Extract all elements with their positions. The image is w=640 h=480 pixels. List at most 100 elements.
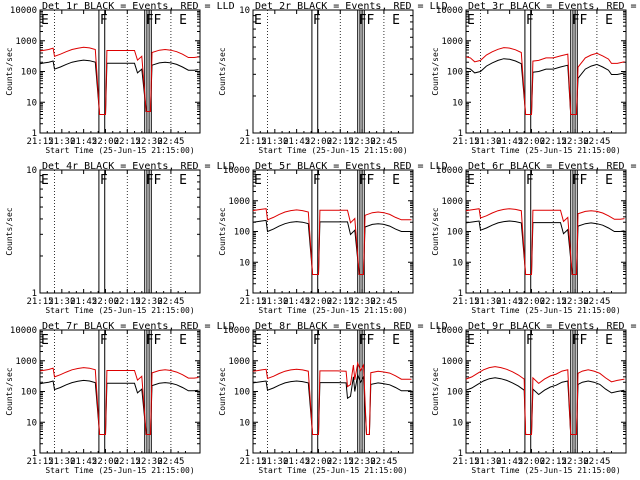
event-marker-e: E <box>179 333 187 348</box>
series-lld-line <box>465 208 625 275</box>
x-tick-label: 21:15 <box>452 137 479 147</box>
x-tick-label: 22:45 <box>157 137 184 147</box>
x-axis-label: Start Time (25-Jun-15 21:15:00) <box>45 146 194 155</box>
y-axis-label: Counts/sec <box>5 367 14 415</box>
x-tick-label: 21:30 <box>48 297 75 307</box>
x-tick-label: 22:30 <box>562 137 589 147</box>
y-tick-label: 1 <box>245 129 250 139</box>
y-axis-label: Counts/sec <box>218 367 227 415</box>
event-marker-e: E <box>254 13 262 28</box>
panel-title: Det 2r BLACK = Events, RED = LLD <box>255 1 448 12</box>
series-events-line <box>39 379 199 435</box>
x-tick-label: 22:45 <box>370 457 397 467</box>
y-tick-label: 100 <box>234 388 250 398</box>
event-marker-ff: FF <box>146 333 162 348</box>
panel-title: Det 9r BLACK = Events, RED = LLD <box>468 321 640 332</box>
x-tick-label: 21:30 <box>474 137 501 147</box>
x-tick-label: 22:00 <box>305 457 332 467</box>
event-marker-e: E <box>605 173 613 188</box>
x-tick-label: 22:15 <box>114 137 141 147</box>
series-events-line <box>39 59 199 115</box>
x-tick-label: 22:45 <box>157 297 184 307</box>
series-events-line <box>252 219 412 275</box>
series-lld-line <box>465 366 625 435</box>
x-tick-label: 21:30 <box>261 297 288 307</box>
y-tick-label: 10 <box>26 98 37 108</box>
y-tick-label: 10 <box>452 98 463 108</box>
y-tick-label: 100 <box>447 388 463 398</box>
x-tick-label: 21:15 <box>26 457 53 467</box>
y-tick-label: 1 <box>245 289 250 299</box>
y-tick-label: 100 <box>234 228 250 238</box>
event-marker-ff: FF <box>359 13 375 28</box>
y-axis-label: Counts/sec <box>218 207 227 255</box>
x-tick-label: 21:45 <box>70 137 97 147</box>
x-tick-label: 22:00 <box>92 137 119 147</box>
y-tick-label: 10000 <box>10 326 37 336</box>
series-events-line <box>465 58 625 115</box>
panel-title: Det 3r BLACK = Events, RED = LLD <box>468 1 640 12</box>
x-tick-label: 22:30 <box>136 137 163 147</box>
plot-frame <box>465 329 627 454</box>
series-lld-line <box>252 208 412 275</box>
x-axis-label: Start Time (25-Jun-15 21:15:00) <box>471 466 620 475</box>
panel-title: Det 7r BLACK = Events, RED = LLD <box>42 321 235 332</box>
event-marker-e: E <box>179 173 187 188</box>
y-tick-label: 1000 <box>441 197 463 207</box>
event-marker-f: F <box>526 173 534 188</box>
x-tick-label: 21:45 <box>496 457 523 467</box>
series-lld-line <box>39 367 199 435</box>
event-marker-e: E <box>41 173 49 188</box>
plot-frame <box>252 9 414 134</box>
y-axis-label: Counts/sec <box>431 47 440 95</box>
x-tick-label: 22:00 <box>305 297 332 307</box>
x-tick-label: 22:30 <box>349 297 376 307</box>
event-marker-f: F <box>100 173 108 188</box>
x-axis-label: Start Time (25-Jun-15 21:15:00) <box>258 146 407 155</box>
y-tick-label: 1 <box>32 289 37 299</box>
y-tick-label: 1 <box>458 129 463 139</box>
x-tick-label: 22:00 <box>518 137 545 147</box>
y-tick-label: 10000 <box>436 166 463 176</box>
event-marker-f: F <box>313 333 321 348</box>
x-tick-label: 21:15 <box>452 297 479 307</box>
x-tick-label: 22:00 <box>518 297 545 307</box>
panel-det-2r: Det 2r BLACK = Events, RED = LLD21:1521:… <box>218 1 448 155</box>
y-tick-label: 1000 <box>228 197 250 207</box>
x-tick-label: 21:45 <box>283 137 310 147</box>
x-axis-label: Start Time (25-Jun-15 21:15:00) <box>258 306 407 315</box>
x-tick-label: 22:30 <box>349 137 376 147</box>
plot-frame <box>465 169 627 294</box>
y-axis-label: Counts/sec <box>5 207 14 255</box>
panel-title: Det 8r BLACK = Events, RED = LLD <box>255 321 448 332</box>
event-marker-f: F <box>313 13 321 28</box>
plot-frame <box>252 169 414 294</box>
y-tick-label: 10000 <box>436 6 463 16</box>
x-tick-label: 21:30 <box>261 137 288 147</box>
x-tick-label: 21:30 <box>474 457 501 467</box>
event-marker-e: E <box>254 333 262 348</box>
x-tick-label: 22:15 <box>114 457 141 467</box>
x-tick-label: 22:30 <box>349 457 376 467</box>
panel-title: Det 1r BLACK = Events, RED = LLD <box>42 1 235 12</box>
event-marker-ff: FF <box>572 13 588 28</box>
y-tick-label: 10000 <box>10 6 37 16</box>
y-axis-label: Counts/sec <box>5 47 14 95</box>
y-tick-label: 1 <box>32 449 37 459</box>
event-marker-e: E <box>254 173 262 188</box>
y-tick-label: 1000 <box>15 357 37 367</box>
x-tick-label: 21:15 <box>239 137 266 147</box>
x-tick-label: 21:15 <box>26 297 53 307</box>
series-events-line <box>252 372 412 435</box>
y-tick-label: 10000 <box>223 166 250 176</box>
x-tick-label: 21:15 <box>239 297 266 307</box>
y-tick-label: 1000 <box>228 357 250 367</box>
x-tick-label: 22:45 <box>583 457 610 467</box>
y-tick-label: 1 <box>458 289 463 299</box>
x-tick-label: 22:30 <box>136 457 163 467</box>
y-tick-label: 10 <box>26 418 37 428</box>
x-tick-label: 22:00 <box>92 297 119 307</box>
plot-frame <box>465 9 627 134</box>
x-tick-label: 21:45 <box>283 297 310 307</box>
